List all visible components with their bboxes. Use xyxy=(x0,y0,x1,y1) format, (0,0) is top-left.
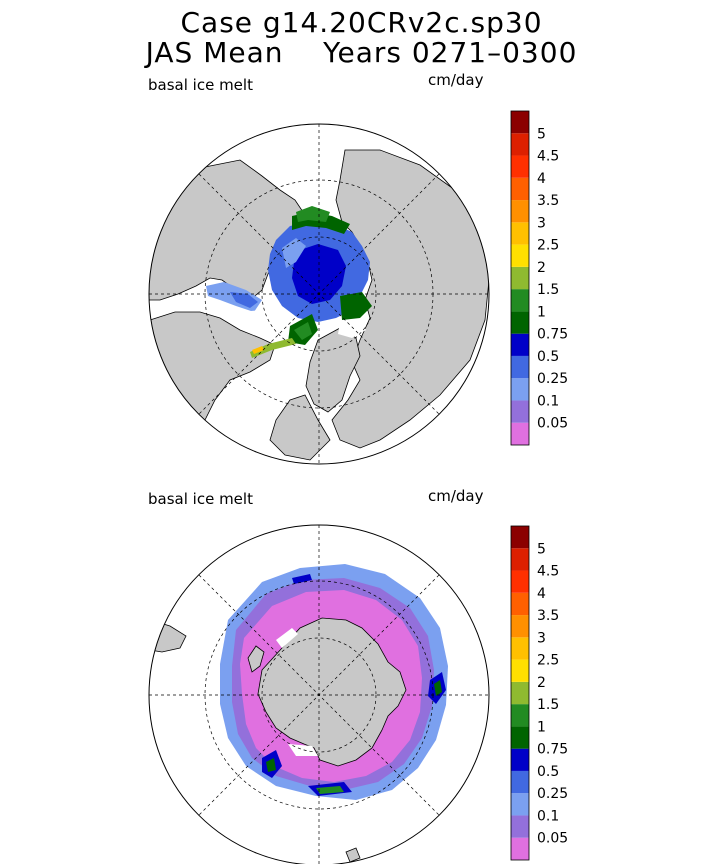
panel2-units: cm/day xyxy=(428,487,484,505)
colorbar-tick-label: 0.25 xyxy=(537,371,568,387)
colorbar-swatch xyxy=(511,704,529,727)
figure-title-line1: Case g14.20CRv2c.sp30 xyxy=(180,6,543,39)
colorbar-tick-label: 1.5 xyxy=(537,282,559,298)
colorbar-swatch xyxy=(511,289,529,312)
colorbar-tick-label: 2 xyxy=(537,675,546,691)
land-new-zealand xyxy=(345,847,361,863)
melt-field-patch-1-d xyxy=(316,786,344,794)
colorbar-swatch xyxy=(511,111,529,134)
colorbar-tick-label: 0.5 xyxy=(537,349,559,365)
open-ocean-beaufort xyxy=(338,320,366,338)
colorbar-swatch xyxy=(511,311,529,334)
colorbar-tick-label: 3.5 xyxy=(537,608,559,624)
colorbar-swatch xyxy=(511,748,529,771)
colorbar-swatch xyxy=(511,815,529,838)
colorbar-swatch xyxy=(511,770,529,794)
colorbar-swatch xyxy=(511,378,529,401)
colorbar-swatch xyxy=(511,200,529,223)
colorbar-tick-label: 4 xyxy=(537,586,546,602)
colorbar-frame xyxy=(510,525,530,861)
panel1-label: basal ice melt xyxy=(148,76,253,94)
colorbar-swatch xyxy=(511,266,529,290)
colorbar-tick-label: 3.5 xyxy=(537,193,559,209)
land-antarctica xyxy=(257,617,407,767)
colorbar-swatch xyxy=(511,400,529,423)
colorbar-swatch xyxy=(511,177,529,201)
colorbar-tick-label: 0.1 xyxy=(537,393,559,409)
figure-title-line2: JAS Mean Years 0271–0300 xyxy=(145,36,578,69)
colorbar-swatch xyxy=(511,155,529,178)
colorbar-tick-label: 1 xyxy=(537,719,546,735)
colorbar-tick-label: 4 xyxy=(537,171,546,187)
melt-field-siberian-shelf-1.5 xyxy=(296,206,330,222)
colorbar-tick-label: 3 xyxy=(537,630,546,646)
melt-field-patch-1-b xyxy=(434,680,442,696)
colorbar-tick-label: 5 xyxy=(537,126,546,142)
colorbar-tick-label: 2.5 xyxy=(537,653,559,669)
melt-field-patch-0.75-a xyxy=(292,574,312,584)
colorbar-tick-label: 1.5 xyxy=(537,697,559,713)
colorbar-swatch xyxy=(511,244,529,267)
open-water-weddell xyxy=(276,628,298,648)
colorbar-swatch xyxy=(511,422,529,445)
melt-field-barents-0.5 xyxy=(230,292,258,308)
colorbar-tick-label: 0.25 xyxy=(537,786,568,802)
colorbar-swatch xyxy=(511,793,529,816)
panel1-units: cm/day xyxy=(428,71,484,89)
colorbar-swatch xyxy=(511,526,529,549)
graticule-south xyxy=(149,525,489,864)
colorbar-swatch xyxy=(511,133,529,156)
colorbar-tick-label: 1 xyxy=(537,304,546,320)
arctic-map xyxy=(148,123,490,465)
colorbar-tick-label: 3 xyxy=(537,215,546,231)
open-ocean-north-atlantic xyxy=(240,310,270,336)
colorbar-swatch xyxy=(511,222,529,245)
melt-field-arctic-0.25 xyxy=(282,238,306,268)
colorbar-tick-label: 0.5 xyxy=(537,764,559,780)
colorbar-tick-label: 0.75 xyxy=(537,327,568,343)
melt-field-hudson-bay-1.5 xyxy=(294,322,312,340)
colorbar-tick-label: 5 xyxy=(537,541,546,557)
colorbar-tick-label: 4.5 xyxy=(537,149,559,165)
colorbar-swatch xyxy=(511,355,529,379)
melt-field-labrador-2 xyxy=(250,338,296,358)
colorbar-swatch xyxy=(511,726,529,749)
colorbar-tick-label: 0.75 xyxy=(537,742,568,758)
colorbar-north: 0.05 0.1 0.25 0.5 0.75 1 1.5 2 2.5 3 3.5 4 4.5 5 xyxy=(510,110,568,446)
panel2-label: basal ice melt xyxy=(148,490,253,508)
melt-field-patch-1-c xyxy=(266,758,276,772)
colorbar-tick-label: 2 xyxy=(537,260,546,276)
antarctic-map xyxy=(148,524,490,864)
colorbar-south: 0.05 0.1 0.25 0.5 0.75 1 1.5 2 2.5 3 3.5 4 4.5 5 xyxy=(510,525,568,861)
colorbar-swatch xyxy=(511,333,529,356)
land-arctic-islands xyxy=(269,394,331,461)
colorbar-swatch xyxy=(511,659,529,682)
colorbar-swatch xyxy=(511,837,529,860)
graticule-north xyxy=(149,124,489,464)
colorbar-swatch xyxy=(511,570,529,593)
melt-field-labrador-3 xyxy=(252,346,264,354)
colorbar-tick-label: 0.05 xyxy=(537,416,568,432)
colorbar-tick-label: 2.5 xyxy=(537,238,559,254)
colorbar-tick-label: 0.05 xyxy=(537,831,568,847)
colorbar-swatch xyxy=(511,592,529,616)
colorbar-swatch xyxy=(511,548,529,571)
colorbar-frame xyxy=(510,110,530,446)
colorbar-swatch xyxy=(511,681,529,705)
colorbar-swatch xyxy=(511,615,529,638)
land-antarctic-peninsula xyxy=(247,645,265,673)
colorbar-tick-label: 0.1 xyxy=(537,808,559,824)
melt-field-canadian-margin-1 xyxy=(340,292,372,320)
colorbar-swatch xyxy=(511,637,529,660)
colorbar-tick-label: 4.5 xyxy=(537,564,559,580)
open-water-ross xyxy=(288,744,318,756)
